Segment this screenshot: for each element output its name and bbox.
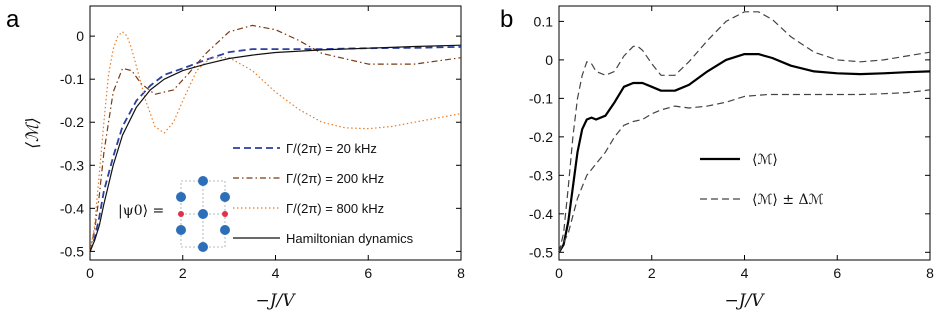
x-tick-label: 8	[926, 265, 934, 281]
inset-atoms	[176, 176, 230, 252]
series-line-b-2	[558, 89, 931, 253]
x-tick-label: 6	[833, 265, 841, 281]
series-line-b-0	[558, 52, 931, 253]
y-tick-label: -0.3	[60, 157, 84, 173]
x-tick-label: 4	[741, 265, 749, 281]
atom-icon	[220, 225, 230, 235]
x-tick-label: 8	[457, 265, 465, 281]
atom-icon	[198, 242, 208, 252]
panel-b-series	[558, 11, 931, 253]
y-tick-label: -0.4	[60, 200, 84, 216]
panel-b-chart: 0 2 4 6 8 0.1 0 -0.1 -0.2 -0.3 -0.4 -0.5 −J/V ⟨ℳ⟩ ⟨…	[529, 5, 934, 311]
y-tick-label: 0	[76, 28, 84, 44]
x-tick-label: 6	[364, 265, 372, 281]
x-tick-label: 4	[272, 265, 280, 281]
panel-a-legend: Γ/(2π) = 20 kHz Γ/(2π) = 200 kHz Γ/(2π) …	[233, 141, 414, 246]
panel-b-xlabel: −J/V	[724, 291, 765, 311]
legend-label-band: ⟨ℳ⟩ ± Δℳ	[752, 192, 824, 208]
series-line-a-1	[89, 24, 462, 252]
y-tick-label: 0	[545, 52, 553, 68]
x-tick-label: 2	[648, 265, 656, 281]
inset-state-diagram: |ψ0⟩ =	[118, 176, 230, 252]
atom-icon	[176, 192, 186, 202]
y-tick-label: -0.5	[529, 244, 553, 260]
atom-icon	[176, 225, 186, 235]
panel-a-ticks: 0 2 4 6 8 0 -0.1 -0.2 -0.3 -0.4 -0.5	[60, 6, 465, 281]
panel-a-label: a	[6, 6, 20, 33]
series-line-b-1	[558, 11, 931, 253]
y-tick-label: -0.3	[529, 167, 553, 183]
panel-b-frame	[558, 5, 931, 261]
legend-label-mean: ⟨ℳ⟩	[752, 152, 778, 168]
y-tick-label: -0.1	[60, 71, 84, 87]
y-tick-label: 0.1	[534, 13, 554, 29]
panel-a-series	[89, 24, 462, 252]
panel-a-frame	[89, 5, 462, 261]
panel-a-xlabel: −J/V	[255, 291, 296, 311]
vacancy-icon	[222, 211, 228, 217]
vacancy-icon	[178, 211, 184, 217]
series-line-a-0	[89, 46, 462, 252]
panel-a-chart: 0 2 4 6 8 0 -0.1 -0.2 -0.3 -0.4 -0.5 −J/V ⟨ℳ⟩ |ψ0⟩…	[23, 5, 465, 311]
series-line-a-3	[89, 44, 462, 252]
y-tick-label: -0.2	[60, 114, 84, 130]
inset-label: |ψ0⟩ =	[118, 203, 164, 219]
atom-icon	[198, 209, 208, 219]
y-tick-label: -0.1	[529, 90, 553, 106]
y-tick-label: -0.2	[529, 129, 553, 145]
y-tick-label: -0.4	[529, 206, 553, 222]
panel-b-legend: ⟨ℳ⟩ ⟨ℳ⟩ ± Δℳ	[700, 152, 824, 208]
x-tick-label: 0	[86, 265, 94, 281]
legend-label-20khz: Γ/(2π) = 20 kHz	[286, 141, 377, 156]
x-tick-label: 0	[555, 265, 563, 281]
x-tick-label: 2	[179, 265, 187, 281]
panel-b-ticks: 0 2 4 6 8 0.1 0 -0.1 -0.2 -0.3 -0.4 -0.5	[529, 6, 934, 281]
legend-label-200khz: Γ/(2π) = 200 kHz	[286, 171, 384, 186]
legend-label-800khz: Γ/(2π) = 800 kHz	[286, 201, 384, 216]
atom-icon	[220, 192, 230, 202]
y-tick-label: -0.5	[60, 243, 84, 259]
legend-label-hamiltonian: Hamiltonian dynamics	[286, 231, 414, 246]
panel-b-label: b	[500, 6, 513, 33]
panel-a-ylabel: ⟨ℳ⟩	[23, 117, 43, 148]
atom-icon	[198, 176, 208, 186]
